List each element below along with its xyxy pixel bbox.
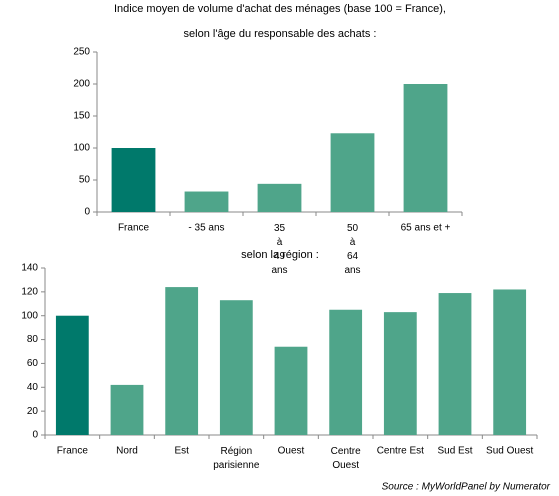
source: Source : MyWorldPanel by Numerator [382, 482, 551, 493]
chart-title: Indice moyen de volume d'achat des ménag… [114, 3, 446, 15]
y-tick-label: 60 [27, 358, 39, 369]
x-tick-label: Est [174, 446, 189, 457]
y-tick-label: 100 [21, 310, 38, 321]
x-tick-label: Centre Est [377, 446, 424, 457]
x-tick-label: 50 à 64 ans [344, 223, 360, 276]
chart-subtitle: selon la région : [241, 249, 319, 261]
bar [111, 148, 156, 212]
bar [55, 315, 89, 435]
x-tick-label: Ouest [278, 446, 305, 457]
x-tick-label: France [57, 446, 89, 457]
bar [330, 133, 375, 212]
x-tick-label: France [118, 223, 150, 234]
x-tick-label: Centre Ouest [331, 446, 361, 471]
bar [383, 312, 417, 435]
x-tick-label: 35 à 49 ans [271, 223, 287, 276]
x-tick-label: Nord [116, 446, 138, 457]
y-tick-label: 50 [79, 175, 91, 186]
bar [493, 289, 527, 435]
y-tick-label: 200 [73, 79, 90, 90]
bar [403, 84, 448, 212]
y-tick-label: 250 [73, 47, 90, 58]
bar [219, 300, 253, 435]
y-tick-label: 40 [27, 382, 39, 393]
y-tick-label: 120 [21, 286, 38, 297]
y-tick-label: 20 [27, 406, 39, 417]
bar [274, 346, 308, 435]
x-tick-label: 65 ans et + [401, 223, 451, 234]
y-tick-label: 140 [21, 263, 38, 274]
bar [257, 183, 302, 212]
bar [110, 384, 144, 435]
bar [184, 191, 229, 212]
x-tick-label: Région parisienne [213, 446, 260, 471]
y-tick-label: 80 [27, 334, 39, 345]
chart-subtitle: selon l'âge du responsable des achats : [184, 28, 377, 40]
y-tick-label: 150 [73, 111, 90, 122]
bar [329, 309, 363, 435]
bar [165, 287, 199, 435]
x-tick-label: - 35 ans [188, 223, 224, 234]
x-tick-label: Sud Ouest [486, 446, 533, 457]
x-tick-label: Sud Est [437, 446, 472, 457]
bar [438, 293, 472, 435]
y-tick-label: 0 [84, 207, 90, 218]
y-tick-label: 0 [32, 430, 38, 441]
y-tick-label: 100 [73, 143, 90, 154]
